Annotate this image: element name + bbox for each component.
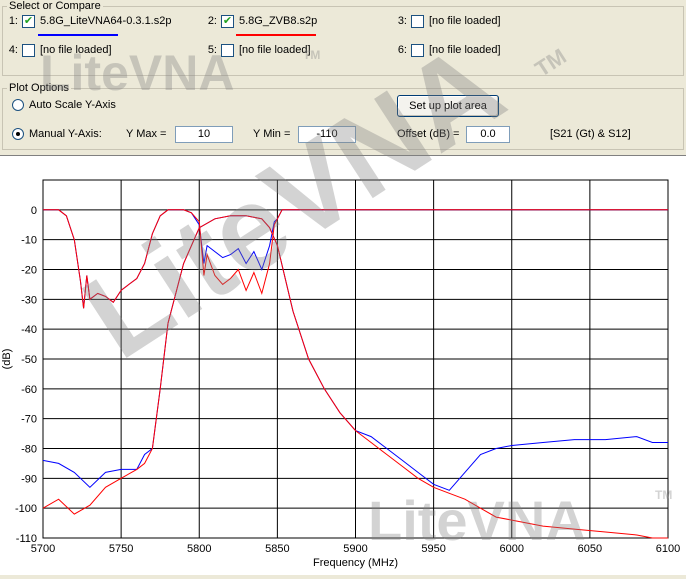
select-compare-title: Select or Compare — [7, 0, 103, 12]
file-slot-6[interactable]: 6: ✔ [no file loaded] — [397, 43, 501, 57]
x-tick-label: 6100 — [656, 543, 680, 555]
x-tick-label: 5900 — [343, 543, 367, 555]
series-line-4 — [42, 215, 668, 539]
series-1-color-line — [38, 34, 118, 36]
plot-border — [42, 179, 669, 539]
ymax-label: Y Max = — [126, 128, 167, 140]
checkbox-3[interactable]: ✔ — [411, 14, 424, 28]
ymin-input[interactable]: -110 — [298, 126, 356, 143]
file-name-6: [no file loaded] — [429, 44, 501, 56]
x-axis-label: Frequency (MHz) — [313, 557, 398, 569]
series-2-color-line — [236, 34, 316, 36]
file-name-4: [no file loaded] — [40, 44, 112, 56]
checkbox-1[interactable]: ✔ — [22, 14, 35, 28]
checkbox-6[interactable]: ✔ — [411, 43, 424, 57]
manual-axis-radio[interactable] — [12, 128, 24, 140]
file-slot-1[interactable]: 1: ✔ 5.8G_LiteVNA64-0.3.1.s2p — [8, 14, 172, 28]
checkbox-4[interactable]: ✔ — [22, 43, 35, 57]
y-tick-label: -10 — [21, 235, 37, 247]
file-name-5: [no file loaded] — [239, 44, 311, 56]
file-name-3: [no file loaded] — [429, 15, 501, 27]
setup-plot-area-button[interactable]: Set up plot area — [397, 95, 499, 117]
y-tick-label: 0 — [31, 205, 37, 217]
auto-scale-radio-row[interactable]: Auto Scale Y-Axis — [12, 99, 116, 111]
plot-options-group: Plot Options — [2, 82, 684, 150]
manual-axis-label: Manual Y-Axis: — [29, 128, 102, 140]
file-slot-2[interactable]: 2: ✔ 5.8G_ZVB8.s2p — [207, 14, 318, 28]
ymin-label: Y Min = — [253, 128, 291, 140]
y-tick-label: -20 — [21, 265, 37, 277]
x-tick-label: 5750 — [109, 543, 133, 555]
ymax-input[interactable]: 10 — [175, 126, 233, 143]
file-name-2: 5.8G_ZVB8.s2p — [239, 15, 318, 27]
y-tick-label: -70 — [21, 414, 37, 426]
plot-area[interactable]: 5700 5750 5800 5850 5900 5950 6000 6050 6100 0 -10… — [0, 155, 686, 575]
file-name-1: 5.8G_LiteVNA64-0.3.1.s2p — [40, 15, 172, 27]
y-tick-label: -90 — [21, 473, 37, 485]
y-tick-label: -100 — [15, 503, 37, 515]
y-tick-label: -60 — [21, 384, 37, 396]
x-tick-label: 5850 — [265, 543, 289, 555]
y-tick-label: -50 — [21, 354, 37, 366]
sparam-chart: 5700 5750 5800 5850 5900 5950 6000 6050 6100 0 -10… — [1, 179, 680, 569]
auto-scale-radio[interactable] — [12, 99, 24, 111]
auto-scale-label: Auto Scale Y-Axis — [29, 99, 116, 111]
file-slot-3[interactable]: 3: ✔ [no file loaded] — [397, 14, 501, 28]
plot-options-title: Plot Options — [7, 82, 71, 94]
offset-label: Offset (dB) = — [397, 128, 460, 140]
file-slot-5[interactable]: 5: ✔ [no file loaded] — [207, 43, 311, 57]
x-tick-label: 6000 — [500, 543, 524, 555]
y-tick-label: -40 — [21, 324, 37, 336]
x-tick-label: 5700 — [31, 543, 55, 555]
y-axis-label: (dB) — [1, 349, 13, 370]
sparams-label: [S21 (Gt) & S12] — [550, 128, 631, 140]
checkbox-5[interactable]: ✔ — [221, 43, 234, 57]
y-tick-label: -30 — [21, 294, 37, 306]
x-tick-label: 6050 — [578, 543, 602, 555]
manual-axis-radio-row[interactable]: Manual Y-Axis: — [12, 128, 102, 140]
file-slot-4[interactable]: 4: ✔ [no file loaded] — [8, 43, 112, 57]
offset-input[interactable]: 0.0 — [466, 126, 510, 143]
x-tick-label: 5800 — [187, 543, 211, 555]
y-tick-label: -110 — [16, 533, 37, 545]
select-compare-group: Select or Compare — [2, 0, 684, 76]
checkbox-2[interactable]: ✔ — [221, 14, 234, 28]
x-tick-label: 5950 — [421, 543, 445, 555]
y-tick-label: -80 — [21, 444, 37, 456]
series-line-2 — [43, 209, 668, 309]
